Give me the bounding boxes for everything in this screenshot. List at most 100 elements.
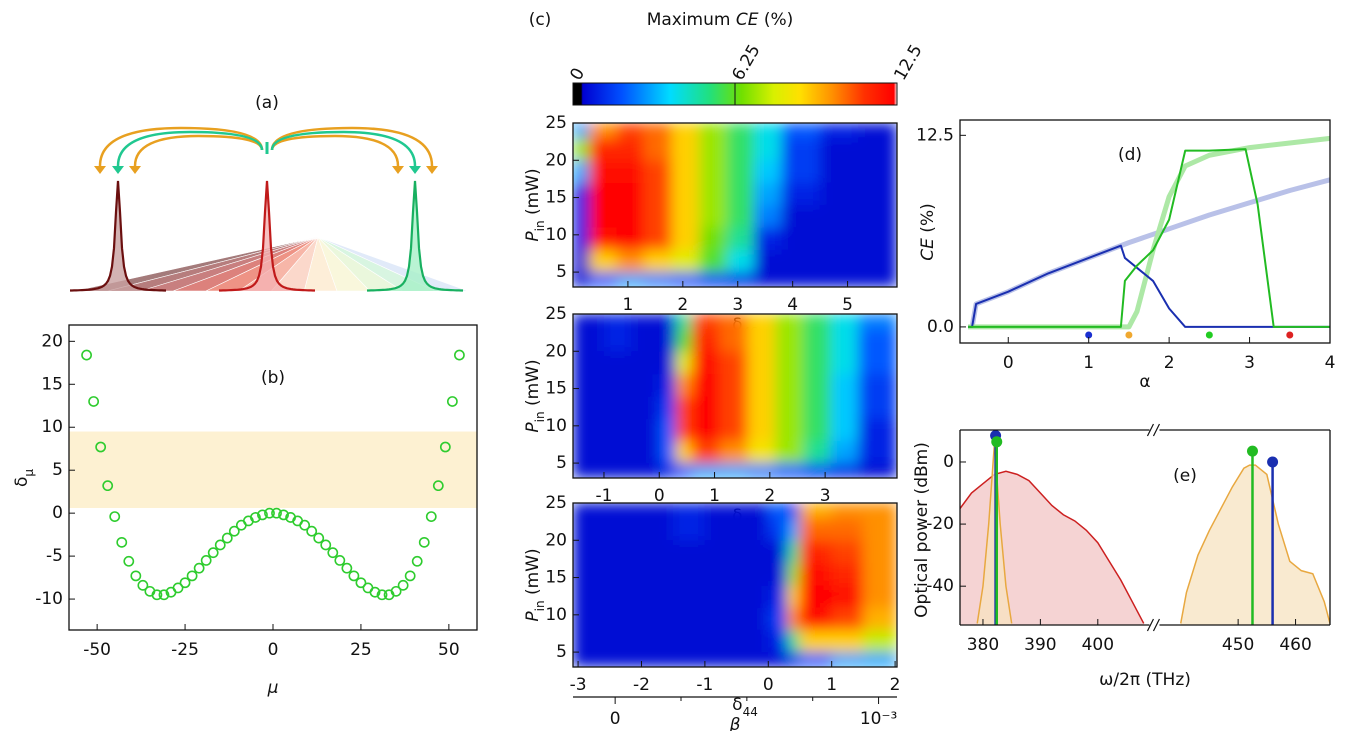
- colorbar-tick-label: 6.25: [728, 41, 764, 84]
- heatmap-cell: [775, 351, 803, 374]
- heatmap-cell: [573, 540, 610, 563]
- point: [124, 557, 133, 566]
- stem-head: [991, 436, 1002, 447]
- point: [188, 571, 197, 580]
- heatmap-cell: [705, 518, 737, 541]
- x-tick-label: 1: [1083, 353, 1094, 373]
- heatmap-cell: [747, 351, 775, 374]
- heatmap-cell: [573, 205, 590, 228]
- y-tick-label: 15: [41, 374, 63, 394]
- heatmap-cell: [609, 503, 641, 519]
- y-axis-label: Optical power (dBm): [912, 442, 932, 618]
- heatmap-cell: [604, 351, 632, 374]
- heatmap-cell: [820, 160, 859, 183]
- heatmap-cell: [736, 607, 768, 630]
- heatmap-cell: [787, 607, 800, 630]
- heatmap-cell: [617, 182, 645, 205]
- heatmap-cell: [781, 160, 820, 183]
- heatmap-cell: [726, 138, 754, 161]
- x-axis-label-part: 44: [743, 705, 758, 719]
- heatmap-cell: [676, 396, 693, 419]
- y-axis-label-part: (mW): [523, 548, 543, 600]
- heatmap-cell: [673, 540, 705, 563]
- heatmap-cell: [631, 463, 659, 479]
- heatmap: [573, 123, 898, 288]
- heatmap-cell: [673, 652, 705, 668]
- heatmap-cell: [676, 440, 693, 463]
- heatmap-cell: [858, 351, 897, 374]
- heatmap-cell: [573, 418, 605, 441]
- colorbar-tick-label: 12.5: [890, 41, 926, 84]
- y-tick-label: 5: [556, 642, 567, 662]
- heatmap-cell: [858, 138, 897, 161]
- diagram-shape: [392, 166, 404, 174]
- y-axis-label-part: in: [533, 411, 547, 422]
- heatmap-cell: [768, 503, 788, 519]
- heatmap-cell: [754, 205, 782, 228]
- heatmap-cell: [672, 272, 700, 288]
- heatmap-cell: [768, 629, 788, 652]
- heatmap-cell: [604, 463, 632, 479]
- heatmap-cell: [775, 418, 803, 441]
- point: [82, 350, 91, 359]
- heatmap-cell: [641, 540, 673, 563]
- heatmap-cell: [604, 373, 632, 396]
- heatmap-cells: [573, 503, 898, 668]
- heatmap-cell: [863, 629, 897, 652]
- y-tick-label: 0: [52, 503, 63, 523]
- y-tick-label: 20: [545, 530, 567, 550]
- heatmap-cell: [573, 463, 605, 479]
- heatmap-cell: [800, 607, 832, 630]
- point: [110, 512, 119, 521]
- heatmap-cell: [775, 373, 803, 396]
- mode-diagram: [70, 128, 468, 291]
- heatmap-cell: [692, 351, 720, 374]
- heatmap-cell: [672, 182, 700, 205]
- heatmap-cell: [775, 396, 803, 419]
- heatmap-cell: [699, 205, 727, 228]
- x-tick-label: 3: [732, 295, 743, 315]
- point: [328, 548, 337, 557]
- heatmap-cell: [573, 562, 610, 585]
- heatmap-cell: [673, 518, 705, 541]
- heatmap-cell: [573, 123, 590, 139]
- heatmap-cell: [720, 373, 748, 396]
- point: [455, 350, 464, 359]
- heatmap-cell: [830, 314, 858, 330]
- point: [413, 557, 422, 566]
- heatmap-cell: [720, 463, 748, 479]
- spectrum-segment: [1181, 465, 1330, 625]
- heatmap-cell: [720, 314, 748, 330]
- heatmap-cell: [720, 351, 748, 374]
- x-tick-label: -2: [633, 675, 650, 695]
- heatmap-cell: [631, 396, 659, 419]
- x-tick-label: 10⁻³: [860, 709, 897, 729]
- heatmap-cell: [803, 373, 831, 396]
- diagram-shape: [112, 166, 124, 174]
- heatmap-cell: [573, 182, 590, 205]
- heatmap-cell: [631, 418, 659, 441]
- heatmap-cell: [644, 227, 672, 250]
- heatmap-cell: [609, 585, 641, 608]
- heatmap-cell: [781, 138, 820, 161]
- y-tick-label: 15: [545, 568, 567, 588]
- x-axis-label: β: [729, 715, 741, 731]
- panel-label: (c): [529, 10, 552, 30]
- heatmap-cell: [768, 607, 788, 630]
- heatmap-cell: [573, 503, 610, 519]
- heatmap-cell: [672, 227, 700, 250]
- point: [406, 571, 415, 580]
- heatmap-cell: [736, 652, 768, 668]
- heatmap-cell: [858, 396, 897, 419]
- heatmap-cell: [699, 249, 727, 272]
- axis-marker: [1206, 332, 1213, 339]
- heatmap-cell: [589, 123, 617, 139]
- y-axis-label-part: CE: [918, 238, 938, 261]
- heatmap-cell: [781, 227, 820, 250]
- y-tick-label: 25: [545, 304, 567, 324]
- heatmap-cell: [831, 540, 863, 563]
- heatmap-cell: [858, 123, 897, 139]
- heatmap-cell: [726, 205, 754, 228]
- heatmap-cell: [604, 440, 632, 463]
- heatmap-cell: [736, 629, 768, 652]
